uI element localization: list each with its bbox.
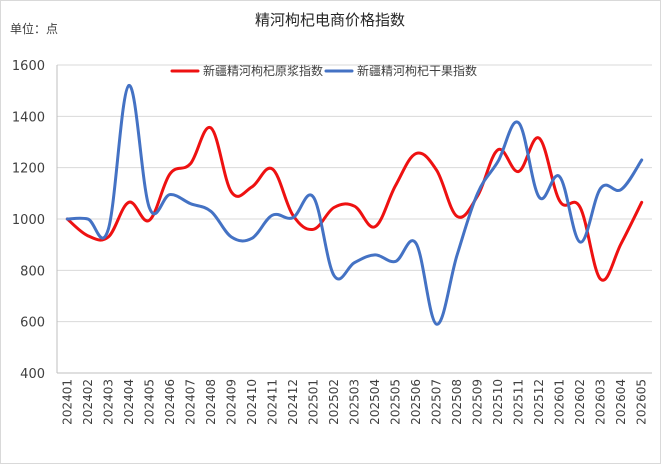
legend-label-2: 新疆精河枸杞干果指数 [357,63,477,78]
x-tick-label: 202503 [348,379,362,425]
unit-label: 单位：点 [10,21,58,36]
x-tick-label: 202406 [163,379,177,425]
y-tick-label: 1000 [12,213,45,228]
x-tick-label: 202408 [204,379,218,425]
series-lines [65,83,644,326]
x-tick-label: 202510 [491,379,505,425]
series-line-2 [65,83,644,326]
y-tick-label: 1400 [12,110,45,125]
x-tick-label: 202605 [635,379,649,425]
x-tick-label: 202506 [409,379,423,425]
x-tick-label: 202509 [471,379,485,425]
x-tick-label: 202409 [224,379,238,425]
x-tick-label: 202405 [142,379,156,425]
x-axis: 202401 202402 202403 202404 202405 202406 2024… [57,372,652,425]
series-points-1 [67,128,642,280]
x-tick-label: 202404 [122,379,136,425]
chart-title: 精河枸杞电商价格指数 [255,11,405,29]
series-line-1 [65,126,644,282]
y-axis: 400 600 800 1000 1200 1400 1600 [12,59,58,382]
x-tick-label: 202602 [573,379,587,425]
x-tick-label: 202604 [614,379,628,425]
x-tick-label: 202511 [512,379,526,425]
x-tick-label: 202501 [306,379,320,425]
x-tick-label: 202603 [594,379,608,425]
y-tick-label: 1200 [12,162,45,177]
legend: 新疆精河枸杞原浆指数 新疆精河枸杞干果指数 [170,63,477,78]
y-tick-label: 800 [20,264,45,279]
x-tick-label: 202411 [265,379,279,425]
x-tick-label: 202407 [183,379,197,425]
x-tick-label: 202502 [327,379,341,425]
x-tick-label: 202403 [101,379,115,425]
y-tick-label: 1600 [12,59,45,74]
x-tick-label: 202504 [368,379,382,425]
x-tick-label: 202512 [532,379,546,425]
x-tick-label: 202402 [81,379,95,425]
x-tick-label: 202505 [389,379,403,425]
x-tick-label: 202401 [60,379,74,425]
x-tick-label: 202508 [450,379,464,425]
x-tick-label: 202410 [245,379,259,425]
x-tick-label: 202507 [430,379,444,425]
gridlines [57,64,652,323]
x-tick-label: 202412 [286,379,300,425]
x-tick-label: 202601 [553,379,567,425]
y-tick-label: 400 [20,367,45,382]
y-tick-label: 600 [20,316,45,331]
legend-label-1: 新疆精河枸杞原浆指数 [203,63,323,78]
